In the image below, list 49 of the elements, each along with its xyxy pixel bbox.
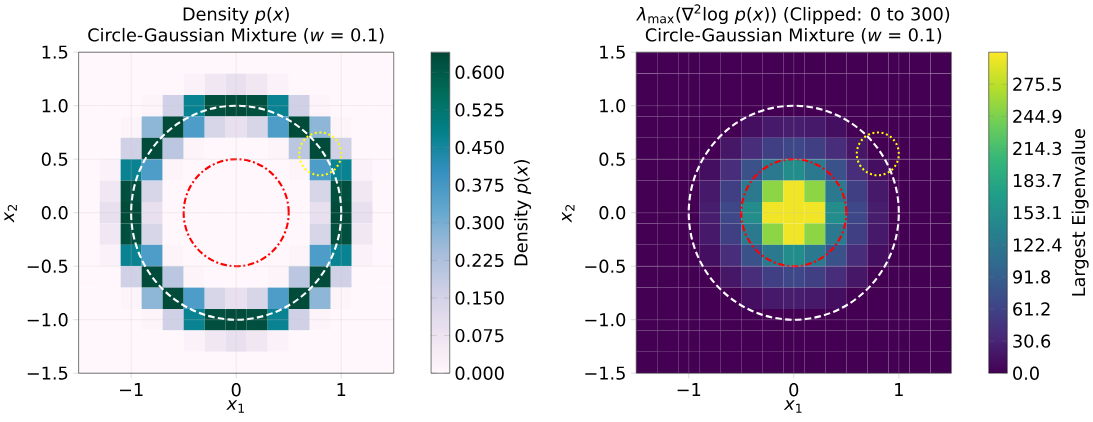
y-tick-label: 0.0 <box>599 205 626 220</box>
y-tick-label: −1.5 <box>585 366 625 380</box>
x-tick-label: 0 <box>789 382 799 397</box>
color-bar-label: 0.525 <box>455 103 504 117</box>
chart-title: λ$_{max}$(∇$^{2}$log p(x)) (Clipped: 0 to 300) <box>636 4 950 24</box>
color-bar-title: Density p(x) <box>513 159 532 266</box>
y-tick-label: −0.5 <box>27 259 68 273</box>
color-bar-label: 0.0 <box>1013 366 1039 380</box>
chart-subtitle: Circle-Gaussian Mixture (w = 0.1) <box>645 27 942 44</box>
chart-subtitle: Circle-Gaussian Mixture (w = 0.1) <box>88 27 384 44</box>
color-bar-label: 122.4 <box>1013 238 1062 252</box>
color-bar-label: 214.3 <box>1013 141 1062 156</box>
color-bar-label: 0.150 <box>455 291 504 305</box>
x-tick-label: 1 <box>337 382 346 396</box>
color-bar-label: 244.9 <box>1013 109 1062 123</box>
x-tick-label: 1 <box>895 382 903 396</box>
y-tick-label: 1.5 <box>42 45 68 59</box>
x-axis-title: x$_{1}$ <box>783 400 802 413</box>
x-axis-title: x$_{1}$ <box>226 400 244 413</box>
y-tick-label: 0.0 <box>41 205 68 220</box>
color-bar-label: 61.2 <box>1013 302 1050 316</box>
x-tick-label: −1 <box>119 382 143 396</box>
y-tick-label: 0.5 <box>41 152 68 166</box>
color-bar-label: 0.300 <box>455 215 504 230</box>
y-tick-label: −1.0 <box>27 312 68 327</box>
y-tick-label: −0.5 <box>585 259 625 273</box>
y-axis-title: x$_{2}$ <box>4 204 17 223</box>
color-bar-label: 0.600 <box>455 65 504 79</box>
y-tick-label: 0.5 <box>599 152 625 166</box>
chart-title: Density p(x) <box>183 6 289 24</box>
color-bar-label: 0.225 <box>455 253 504 267</box>
x-tick-label: 0 <box>231 382 241 397</box>
color-bar-label: 30.6 <box>1013 334 1051 348</box>
y-tick-label: −1.0 <box>585 312 626 327</box>
color-bar-label: 0.075 <box>455 328 504 343</box>
color-bar-label: 183.7 <box>1013 173 1062 188</box>
x-tick-label: −1 <box>677 382 701 396</box>
y-axis-title: x$_{2}$ <box>561 204 575 223</box>
y-tick-label: 1.0 <box>42 98 68 113</box>
color-bar-label: 275.5 <box>1013 77 1062 91</box>
color-bar-label: 91.8 <box>1013 270 1051 284</box>
color-bar-label: 0.375 <box>455 178 504 192</box>
color-bar-label: 153.1 <box>1013 205 1061 220</box>
color-bar-label: 0.450 <box>455 140 504 155</box>
y-tick-label: 1.5 <box>600 45 625 59</box>
y-tick-label: −1.5 <box>27 366 68 380</box>
color-bar-label: 0.000 <box>455 366 504 380</box>
color-bar-title: Largest Eigenvalue <box>1071 128 1089 296</box>
y-tick-label: 1.0 <box>600 98 626 113</box>
